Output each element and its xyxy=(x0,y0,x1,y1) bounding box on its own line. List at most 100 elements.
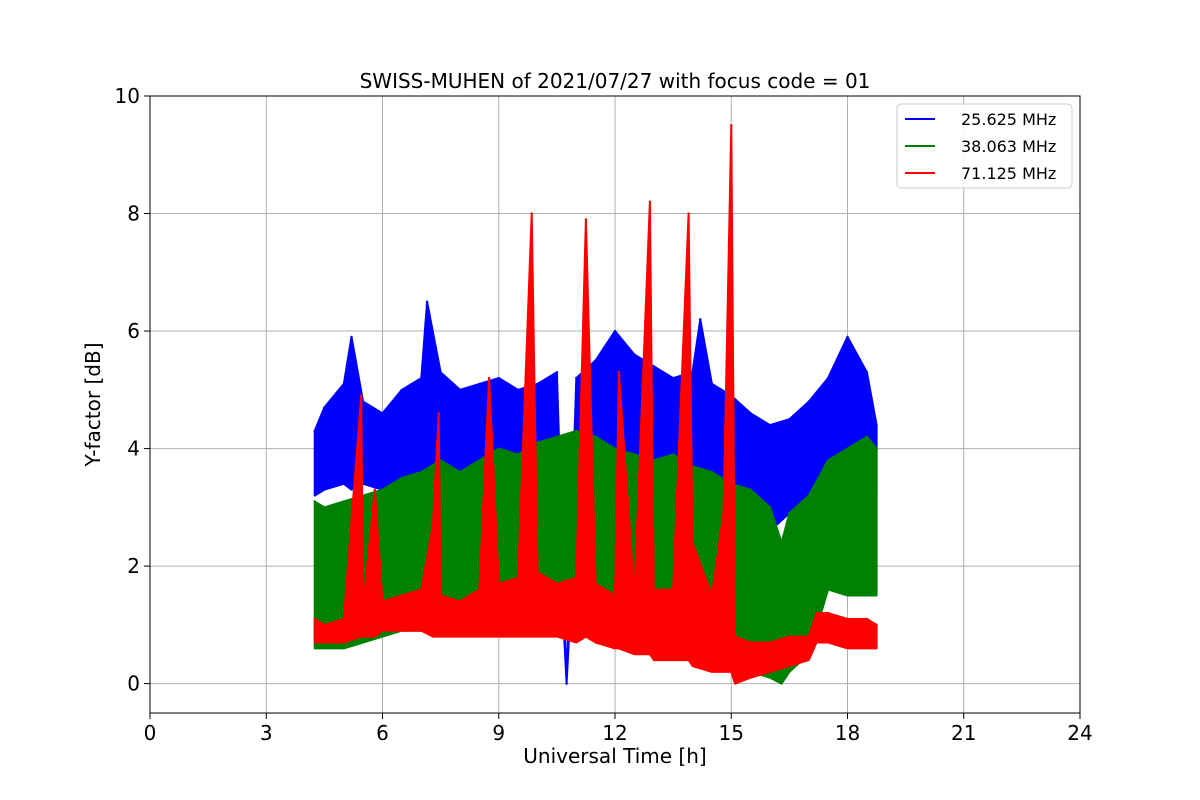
data-point xyxy=(875,423,878,427)
data-point xyxy=(594,435,597,439)
data-point xyxy=(575,429,578,433)
data-point xyxy=(652,588,655,591)
data-point xyxy=(439,370,442,374)
data-point xyxy=(458,600,462,603)
y-tick-label: 0 xyxy=(127,672,140,696)
data-point xyxy=(691,370,694,374)
data-point xyxy=(788,512,791,515)
y-tick-label: 6 xyxy=(127,319,140,343)
y-axis-label: Y-factor [dB] xyxy=(81,342,105,467)
data-point xyxy=(516,388,520,392)
data-point xyxy=(826,611,830,615)
data-point xyxy=(875,447,878,450)
data-point xyxy=(313,617,316,621)
data-point xyxy=(497,447,500,450)
data-point xyxy=(478,382,481,386)
data-point xyxy=(826,376,830,380)
data-point xyxy=(733,635,737,638)
legend: 25.625 MHz 38.063 MHz 71.125 MHz xyxy=(896,103,1073,189)
data-point xyxy=(536,570,539,574)
data-point xyxy=(565,682,568,685)
data-point xyxy=(458,470,462,474)
data-point xyxy=(768,641,772,644)
data-point xyxy=(671,376,675,380)
data-point xyxy=(722,512,725,515)
data-point xyxy=(381,412,384,415)
x-tick-label: 0 xyxy=(144,721,157,745)
data-point xyxy=(865,435,869,439)
y-tick-label: 10 xyxy=(115,84,140,108)
data-point xyxy=(313,429,316,433)
data-point xyxy=(865,370,869,374)
data-point xyxy=(361,400,365,403)
data-point xyxy=(699,318,702,321)
data-point xyxy=(342,382,345,386)
data-point xyxy=(691,541,694,544)
data-point xyxy=(594,359,597,362)
data-point xyxy=(749,488,752,491)
data-point xyxy=(652,365,655,368)
data-point xyxy=(594,582,597,585)
data-point xyxy=(807,494,810,497)
legend-entry: 25.625 MHz xyxy=(961,110,1056,129)
data-point xyxy=(687,212,690,215)
data-point xyxy=(846,335,849,339)
data-point xyxy=(613,594,617,597)
data-point xyxy=(710,594,714,597)
data-point xyxy=(425,300,429,303)
data-point xyxy=(617,370,621,374)
data-point xyxy=(807,635,810,638)
data-point xyxy=(373,488,376,491)
data-point xyxy=(400,476,404,480)
data-point xyxy=(420,376,423,380)
data-point xyxy=(710,382,714,386)
data-point xyxy=(633,353,636,356)
x-tick-label: 15 xyxy=(719,721,744,745)
data-point xyxy=(648,200,652,203)
data-point xyxy=(478,588,481,591)
data-point xyxy=(420,588,423,591)
data-point xyxy=(575,376,578,380)
data-point xyxy=(400,388,404,392)
data-point xyxy=(768,423,772,427)
data-point xyxy=(359,394,363,397)
data-point xyxy=(613,447,617,450)
data-point xyxy=(671,453,675,456)
legend-entry: 71.125 MHz xyxy=(961,164,1056,183)
data-point xyxy=(516,576,520,580)
data-point xyxy=(633,453,636,456)
x-tick-label: 12 xyxy=(602,721,627,745)
x-tick-label: 9 xyxy=(492,721,505,745)
data-point xyxy=(381,488,384,491)
x-axis-label: Universal Time [h] xyxy=(523,744,706,768)
data-point xyxy=(730,124,733,127)
data-point xyxy=(555,582,559,585)
data-point xyxy=(633,594,636,597)
data-point xyxy=(575,576,578,580)
x-tick-label: 6 xyxy=(376,721,389,745)
series-71-125-MHz xyxy=(313,124,878,685)
data-point xyxy=(478,459,481,462)
data-point xyxy=(749,641,752,644)
data-point xyxy=(420,470,423,474)
y-tick-label: 8 xyxy=(127,202,140,226)
data-point xyxy=(487,376,491,380)
legend-box xyxy=(896,103,1073,189)
data-point xyxy=(431,523,435,527)
data-point xyxy=(768,506,772,509)
x-tick-label: 18 xyxy=(835,721,860,745)
data-point xyxy=(671,588,675,591)
data-point xyxy=(613,329,617,333)
data-point xyxy=(749,412,752,415)
data-point xyxy=(780,541,783,544)
data-point xyxy=(846,447,849,450)
data-point xyxy=(815,611,818,615)
data-point xyxy=(536,382,539,386)
data-point xyxy=(323,406,326,409)
data-point xyxy=(710,470,714,474)
x-tick-label: 3 xyxy=(260,721,273,745)
chart-title: SWISS-MUHEN of 2021/07/27 with focus cod… xyxy=(360,69,871,93)
data-point xyxy=(323,623,326,627)
data-point xyxy=(437,412,440,415)
